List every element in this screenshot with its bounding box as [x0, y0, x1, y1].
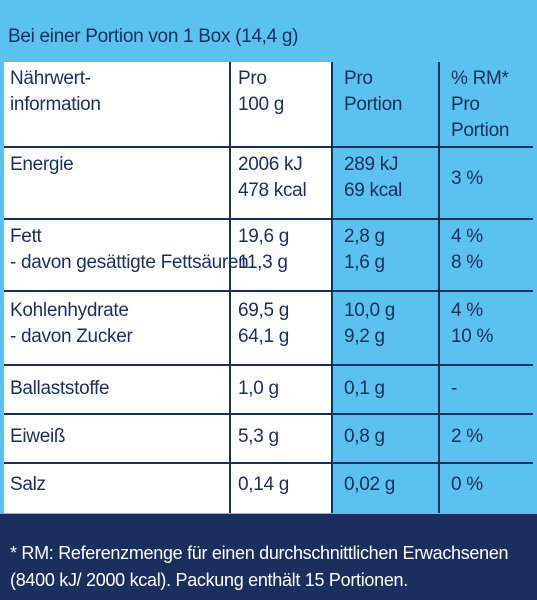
nutrient-name: - davon gesättigte Fettsäuren	[10, 252, 249, 273]
column-divider	[331, 62, 333, 513]
row-per100-salz: 0,14 g	[238, 472, 289, 498]
column-divider	[438, 62, 440, 513]
header-line: Nährwert-	[10, 68, 91, 89]
nutrient-name: Fett	[10, 226, 42, 247]
value: 289 kJ	[344, 154, 399, 175]
value: -	[451, 378, 458, 399]
value: 69,5 g	[238, 300, 290, 321]
serving-text: Bei einer Portion von 1 Box (14,4 g)	[8, 26, 299, 47]
row-portion-ballaststoffe: 0,1 g	[344, 376, 385, 402]
header-line: Portion	[344, 94, 403, 115]
footnote-line: * RM: Referenzmenge für einen durchschni…	[10, 543, 509, 563]
footnote-line: (8400 kJ/ 2000 kcal). Packung enthält 15…	[10, 570, 408, 590]
value: 4 %	[451, 226, 483, 247]
column-header-portion: Pro Portion	[344, 66, 402, 118]
row-divider	[4, 290, 533, 292]
nutrient-name: Ballaststoffe	[10, 378, 110, 399]
row-portion-eiweiss: 0,8 g	[344, 424, 385, 450]
row-name-energie: Energie	[10, 152, 74, 178]
row-name-kohlenhydrate: Kohlenhydrate - davon Zucker	[10, 298, 133, 350]
value: 2006 kJ	[238, 154, 303, 175]
row-name-ballaststoffe: Ballaststoffe	[10, 376, 110, 402]
column-header-per100: Pro 100 g	[238, 66, 284, 118]
row-divider	[4, 146, 533, 148]
row-rm-kohlenhydrate: 4 % 10 %	[451, 298, 493, 350]
footnote-text: * RM: Referenzmenge für einen durchschni…	[10, 540, 509, 594]
value: 0,02 g	[344, 474, 396, 495]
nutrient-name: Salz	[10, 474, 46, 495]
row-rm-energie: 3 %	[451, 166, 483, 192]
value: 19,6 g	[238, 226, 290, 247]
row-portion-salz: 0,02 g	[344, 472, 395, 498]
value: 2 %	[451, 426, 483, 447]
header-line: information	[10, 94, 101, 115]
nutrient-name: - davon Zucker	[10, 326, 133, 347]
row-per100-fett: 19,6 g 11,3 g	[238, 224, 289, 276]
value: 0,8 g	[344, 426, 385, 447]
value: 0,1 g	[344, 378, 385, 399]
row-rm-eiweiss: 2 %	[451, 424, 483, 450]
value: 4 %	[451, 300, 483, 321]
value: 478 kcal	[238, 180, 307, 201]
serving-header: Bei einer Portion von 1 Box (14,4 g)	[0, 0, 537, 58]
row-name-salz: Salz	[10, 472, 46, 498]
value: 9,2 g	[344, 326, 385, 347]
row-divider	[4, 218, 533, 220]
row-per100-kohlenhydrate: 69,5 g 64,1 g	[238, 298, 289, 350]
row-portion-fett: 2,8 g 1,6 g	[344, 224, 385, 276]
row-name-fett: Fett - davon gesättigte Fettsäuren	[10, 224, 249, 276]
value: 0 %	[451, 474, 483, 495]
header-line: 100 g	[238, 94, 285, 115]
header-line: Portion	[451, 120, 510, 141]
row-per100-ballaststoffe: 1,0 g	[238, 376, 279, 402]
value: 3 %	[451, 168, 483, 189]
value: 10 %	[451, 326, 494, 347]
value: 10,0 g	[344, 300, 396, 321]
row-divider	[4, 364, 533, 366]
header-line: Pro	[344, 68, 373, 89]
value: 64,1 g	[238, 326, 290, 347]
value: 69 kcal	[344, 180, 403, 201]
row-divider	[4, 462, 533, 464]
row-rm-ballaststoffe: -	[451, 376, 457, 402]
row-portion-energie: 289 kJ 69 kcal	[344, 152, 402, 204]
value: 5,3 g	[238, 426, 279, 447]
nutrient-name: Energie	[10, 154, 74, 175]
value: 8 %	[451, 252, 483, 273]
value: 11,3 g	[238, 252, 288, 273]
row-rm-fett: 4 % 8 %	[451, 224, 483, 276]
nutrient-name: Eiweiß	[10, 426, 66, 447]
header-line: % RM*	[451, 68, 509, 89]
value: 1,6 g	[344, 252, 385, 273]
header-line: Pro	[451, 94, 480, 115]
nutrient-name: Kohlenhydrate	[10, 300, 129, 321]
column-header-rm: % RM* Pro Portion	[451, 66, 509, 144]
row-name-eiweiss: Eiweiß	[10, 424, 66, 450]
table-white-area	[4, 62, 331, 513]
value: 0,14 g	[238, 474, 290, 495]
column-header-nutrient: Nährwert- information	[10, 66, 101, 118]
value: 1,0 g	[238, 378, 279, 399]
value: 2,8 g	[344, 226, 385, 247]
footnote: * RM: Referenzmenge für einen durchschni…	[0, 516, 537, 600]
row-per100-eiweiss: 5,3 g	[238, 424, 279, 450]
row-rm-salz: 0 %	[451, 472, 483, 498]
row-per100-energie: 2006 kJ 478 kcal	[238, 152, 307, 204]
header-line: Pro	[238, 68, 267, 89]
column-divider	[229, 62, 231, 513]
row-divider	[4, 413, 533, 415]
row-portion-kohlenhydrate: 10,0 g 9,2 g	[344, 298, 395, 350]
